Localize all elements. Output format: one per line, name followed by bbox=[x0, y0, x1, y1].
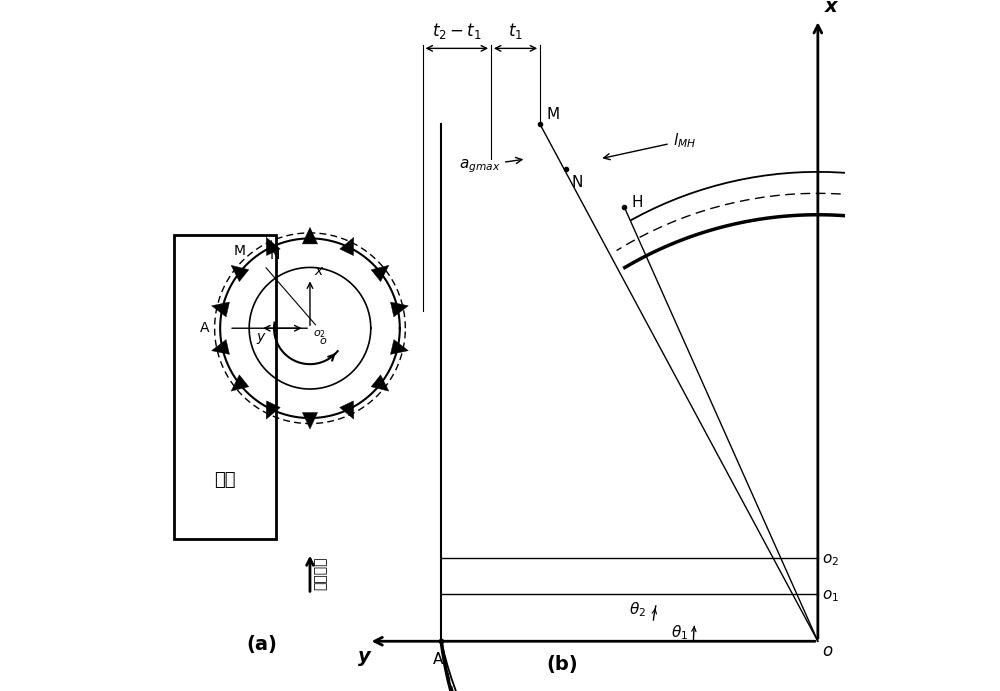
Polygon shape bbox=[212, 302, 229, 317]
Text: $\theta_2$: $\theta_2$ bbox=[629, 600, 646, 619]
Text: $a_{gmax}$: $a_{gmax}$ bbox=[459, 157, 522, 175]
Polygon shape bbox=[212, 339, 229, 354]
Text: N: N bbox=[572, 175, 583, 189]
Text: $o_1$: $o_1$ bbox=[822, 589, 839, 605]
Text: y: y bbox=[257, 330, 265, 343]
Polygon shape bbox=[302, 413, 318, 429]
Polygon shape bbox=[302, 227, 318, 244]
Text: x: x bbox=[315, 264, 323, 278]
Polygon shape bbox=[390, 339, 408, 354]
Text: N: N bbox=[270, 248, 280, 263]
Text: 进给方向: 进给方向 bbox=[313, 557, 327, 590]
Text: y: y bbox=[358, 647, 371, 666]
Text: $o_2$: $o_2$ bbox=[313, 328, 326, 340]
Polygon shape bbox=[371, 265, 389, 282]
Polygon shape bbox=[266, 237, 280, 256]
Polygon shape bbox=[340, 401, 354, 419]
Polygon shape bbox=[340, 237, 354, 256]
Polygon shape bbox=[231, 265, 249, 282]
Text: $t_2-t_1$: $t_2-t_1$ bbox=[432, 21, 482, 41]
Text: $t_1$: $t_1$ bbox=[508, 21, 523, 41]
Bar bbox=[174, 235, 276, 539]
Text: 工件: 工件 bbox=[214, 471, 236, 489]
Text: M: M bbox=[233, 244, 245, 258]
Text: (a): (a) bbox=[246, 634, 277, 654]
Text: $o_2$: $o_2$ bbox=[822, 552, 839, 568]
Text: H: H bbox=[631, 196, 643, 210]
Text: o: o bbox=[320, 336, 326, 346]
Text: $l_{MH}$: $l_{MH}$ bbox=[604, 131, 696, 160]
Polygon shape bbox=[371, 375, 389, 391]
Text: A: A bbox=[200, 321, 209, 335]
Polygon shape bbox=[231, 375, 249, 391]
Polygon shape bbox=[390, 302, 408, 317]
Text: x: x bbox=[825, 0, 837, 17]
Text: M: M bbox=[547, 107, 560, 122]
Text: $a_{gc}$: $a_{gc}$ bbox=[0, 690, 1, 691]
Text: o: o bbox=[822, 643, 832, 661]
Text: (b): (b) bbox=[546, 655, 578, 674]
Polygon shape bbox=[266, 401, 280, 419]
Text: A: A bbox=[433, 652, 443, 667]
Text: $\theta_1$: $\theta_1$ bbox=[671, 623, 688, 642]
